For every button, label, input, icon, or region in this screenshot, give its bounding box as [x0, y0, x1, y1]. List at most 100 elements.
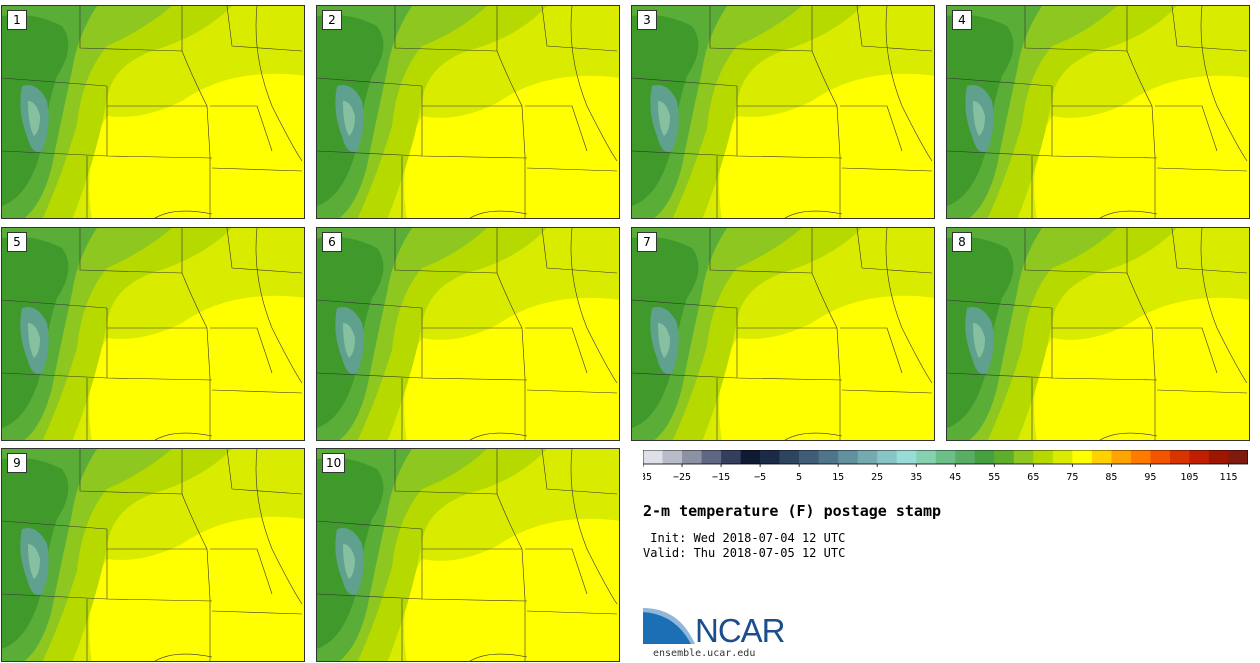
state-border [107, 548, 211, 600]
state-border [317, 299, 423, 309]
state-border [947, 372, 1158, 381]
state-border [856, 228, 933, 274]
state-border [541, 449, 618, 495]
state-border [211, 167, 303, 172]
state-border [226, 6, 303, 52]
state-border [1126, 6, 1153, 107]
colorbar-segment [662, 450, 683, 464]
colorbar-outline [643, 450, 1248, 465]
state-border [1052, 105, 1156, 157]
colorbar-tick-label: 105 [1180, 472, 1198, 483]
state-border [841, 167, 933, 172]
state-border [632, 77, 738, 87]
colorbar-segment [1072, 450, 1093, 464]
map-panel-8 [947, 228, 1249, 440]
state-border [570, 449, 618, 605]
state-border [255, 449, 303, 605]
panel-number-5: 5 [7, 232, 27, 252]
region-high-peaks [343, 544, 355, 579]
map-panel-6 [317, 228, 619, 440]
colorbar-segment [643, 450, 663, 464]
state-border [317, 77, 423, 87]
state-border [211, 389, 303, 394]
colorbar-tick-label: 115 [1219, 472, 1237, 483]
state-border [394, 6, 498, 52]
state-border [496, 449, 523, 550]
panel-8: 8 [946, 227, 1250, 441]
state-border [1156, 389, 1248, 394]
colorbar-tick-label: 45 [949, 472, 961, 483]
colorbar-tick-label: 5 [796, 472, 802, 483]
colorbar-tick-label: 75 [1066, 472, 1078, 483]
colorbar-tick-label: −35 [643, 472, 652, 483]
state-border [2, 150, 213, 159]
state-border [947, 150, 1158, 159]
state-border [632, 150, 843, 159]
logo-swoosh-icon [643, 610, 691, 644]
colorbar-segment [760, 450, 780, 464]
state-border [181, 6, 208, 107]
state-border [422, 105, 526, 157]
state-border [317, 150, 528, 159]
panel-number-8: 8 [952, 232, 972, 252]
colorbar-tick-label: 15 [832, 472, 844, 483]
ncar-logo: NCAR [643, 608, 786, 649]
colorbar-segment [1189, 450, 1210, 464]
state-border [570, 228, 618, 384]
state-border [2, 372, 213, 381]
state-border [422, 327, 526, 379]
colorbar-tick-label: −25 [673, 472, 691, 483]
colorbar-segment [877, 450, 898, 464]
map-panel-10 [317, 449, 619, 661]
state-border [1200, 228, 1248, 384]
region-high-peaks [658, 323, 670, 358]
colorbar-tick-label: 65 [1027, 472, 1039, 483]
state-border [1155, 105, 1218, 152]
state-border [525, 327, 588, 374]
state-border [107, 105, 211, 157]
panel-5: 5 [1, 227, 305, 441]
colorbar-tick-label: 25 [871, 472, 883, 483]
state-border [394, 449, 498, 495]
panel-number-1: 1 [7, 10, 27, 30]
state-border [255, 228, 303, 384]
colorbar-segment [1091, 450, 1112, 464]
colorbar-tick-label: 55 [988, 472, 1000, 483]
state-border [226, 228, 303, 274]
state-border [1126, 228, 1153, 329]
state-border [840, 105, 903, 152]
state-border [525, 548, 588, 595]
colorbar: −35 −25 −15 −5 5 15 25 35 45 55 65 75 85 95 105 115 [643, 450, 1248, 483]
state-border [1155, 327, 1218, 374]
state-border [541, 228, 618, 274]
colorbar-tick-label: 95 [1144, 472, 1156, 483]
state-border [107, 327, 211, 379]
colorbar-segment [935, 450, 956, 464]
region-high-peaks [28, 101, 40, 136]
state-border [811, 6, 838, 107]
panel-number-4: 4 [952, 10, 972, 30]
panel-number-9: 9 [7, 453, 27, 473]
colorbar-tick-label: 35 [910, 472, 922, 483]
state-border [496, 6, 523, 107]
map-panel-3 [632, 6, 934, 218]
state-border [2, 593, 213, 602]
colorbar-segment [1111, 450, 1132, 464]
state-border [856, 6, 933, 52]
state-border [709, 228, 813, 274]
colorbar-segment [1169, 450, 1190, 464]
state-border [885, 228, 933, 384]
state-border [496, 228, 523, 329]
state-border [784, 210, 843, 218]
colorbar-segment [1208, 450, 1229, 464]
state-border [737, 105, 841, 157]
panel-3: 3 [631, 5, 935, 219]
colorbar-segment [1052, 450, 1073, 464]
panel-number-6: 6 [322, 232, 342, 252]
panel-number-7: 7 [637, 232, 657, 252]
state-border [947, 299, 1053, 309]
state-border [79, 6, 183, 52]
colorbar-segment [1228, 450, 1248, 464]
panel-number-10: 10 [322, 453, 346, 473]
state-border [885, 6, 933, 162]
